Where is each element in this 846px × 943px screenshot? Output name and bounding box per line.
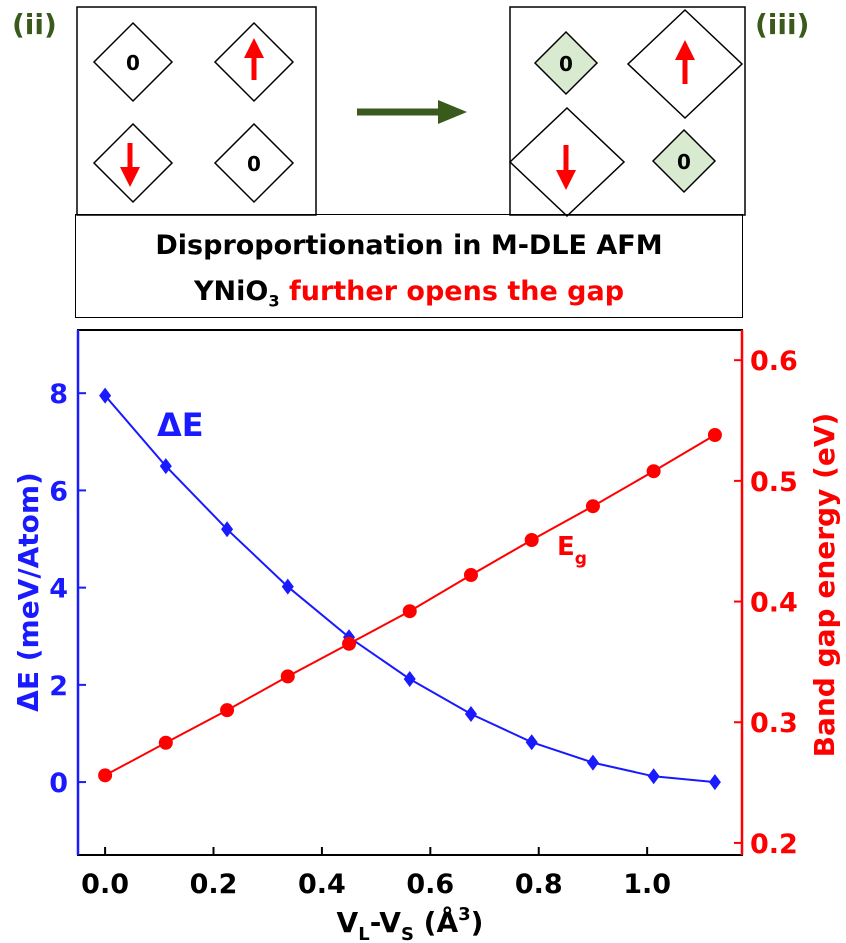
- site-charge-bottom-right: 0: [247, 152, 261, 176]
- x-axis-label-sub2: S: [401, 924, 414, 943]
- band-gap-point: [280, 669, 295, 684]
- right-y-tick-label: 0.6: [750, 346, 798, 377]
- site-diamond-bottom-left: [92, 122, 174, 204]
- caption-compound-sub: 3: [268, 291, 280, 311]
- band-gap-point: [98, 768, 113, 783]
- band-gap-point: [463, 568, 478, 582]
- band-gap-point: [646, 464, 661, 479]
- right-y-axis-label: Band gap energy (eV): [808, 413, 841, 758]
- small-site-diamond-bottom: [651, 128, 717, 194]
- caption-line-1: Disproportionation in M-DLE AFM: [155, 230, 663, 261]
- site-charge-top-left: 0: [126, 51, 140, 75]
- band-gap-point: [342, 636, 357, 651]
- left-y-tick-label: 2: [49, 671, 68, 702]
- band-gap-point: [707, 428, 722, 442]
- delta-e-point: [464, 706, 477, 723]
- band-gap-label-sub: g: [575, 549, 587, 569]
- caption-box: Disproportionation in M-DLE AFM YNiO3 fu…: [75, 214, 743, 318]
- delta-e-point: [99, 387, 112, 404]
- band-gap-line: [104, 434, 716, 777]
- small-site-charge-top: 0: [559, 52, 573, 76]
- small-site-charge-bottom: 0: [677, 150, 691, 174]
- right-y-tick-label: 0.5: [750, 467, 798, 498]
- x-axis-label-main1: V: [337, 906, 359, 939]
- band-gap-label-main: E: [557, 532, 575, 562]
- delta-e-point: [159, 458, 172, 475]
- x-tick-label: 0.8: [515, 869, 563, 900]
- band-gap-point: [524, 533, 539, 547]
- band-gap-point: [220, 703, 235, 718]
- x-axis-label-sub1: L: [358, 924, 369, 943]
- band-gap-point: [585, 499, 600, 514]
- delta-e-point: [343, 629, 356, 646]
- transition-arrow-head: [438, 100, 467, 124]
- panel-label-ii: (ii): [12, 8, 57, 41]
- panel-label-iii: (iii): [755, 8, 810, 41]
- left-y-tick-label: 4: [49, 574, 68, 605]
- left-schematic-box: [76, 6, 317, 216]
- x-tick-label: 1.0: [623, 869, 671, 900]
- x-tick-label: 0.4: [298, 869, 346, 900]
- x-tick-label: 0.6: [406, 869, 454, 900]
- right-y-tick-label: 0.4: [750, 588, 798, 619]
- caption-compound-main: YNiO: [193, 276, 269, 307]
- site-diamond-top-left: [92, 21, 174, 103]
- delta-e-point: [403, 671, 416, 688]
- band-gap-point: [158, 735, 173, 750]
- caption-highlight: further opens the gap: [279, 276, 625, 307]
- band-gap-point: [402, 604, 417, 619]
- x-tick-label: 0.2: [190, 869, 238, 900]
- caption-compound: YNiO3: [193, 276, 280, 311]
- delta-e-series-label: ΔE: [157, 406, 204, 444]
- x-axis-label-main4: ): [471, 906, 484, 939]
- caption-line-2: YNiO3 further opens the gap: [76, 269, 742, 324]
- x-axis-label-sup: 3: [458, 904, 471, 925]
- delta-e-point: [586, 754, 599, 771]
- x-axis-label-main2: -V: [370, 906, 402, 939]
- small-site-diamond-top: [533, 30, 599, 96]
- left-y-tick-label: 6: [49, 476, 68, 507]
- x-axis-label: VL-VS (Å3): [337, 904, 484, 943]
- delta-e-point: [525, 734, 538, 751]
- left-y-axis-label: ΔE (meV/Atom): [12, 472, 45, 712]
- site-diamond-bottom-right: [213, 122, 295, 204]
- delta-e-point: [221, 521, 234, 538]
- x-axis-label-main3: (Å: [414, 905, 459, 939]
- delta-e-point: [708, 774, 721, 791]
- right-y-tick-label: 0.2: [750, 829, 798, 860]
- delta-e-point: [281, 578, 294, 595]
- delta-e-line: [104, 394, 715, 784]
- plot-area-frame: [77, 329, 743, 856]
- band-gap-series-label: Eg: [557, 532, 587, 569]
- left-y-tick-label: 8: [49, 379, 68, 410]
- right-y-tick-label: 0.3: [750, 708, 798, 739]
- x-tick-label: 0.0: [81, 869, 129, 900]
- schematic-diagram: 0 0 0 0: [76, 6, 746, 218]
- left-y-tick-label: 0: [49, 768, 68, 799]
- delta-e-point: [647, 768, 660, 785]
